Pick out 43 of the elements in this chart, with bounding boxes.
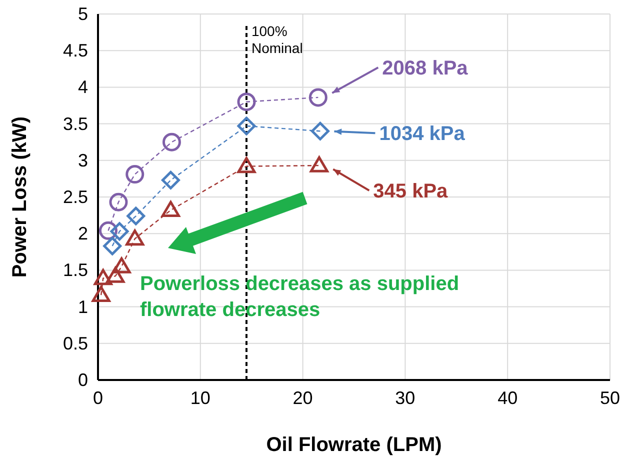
y-tick-label: 2 bbox=[78, 224, 88, 244]
legend-label: 2068 kPa bbox=[382, 57, 469, 80]
point bbox=[109, 192, 128, 212]
point bbox=[94, 269, 112, 286]
point bbox=[162, 132, 181, 152]
legend-label: 345 kPa bbox=[373, 180, 449, 203]
y-tick-label: 1.5 bbox=[62, 260, 88, 280]
y-tick-label: 1 bbox=[78, 296, 88, 317]
point bbox=[112, 257, 131, 274]
y-tick-label: 0 bbox=[78, 370, 88, 390]
point bbox=[110, 222, 129, 241]
x-tick-label: 20 bbox=[292, 388, 313, 408]
x-tick-label: 40 bbox=[498, 388, 518, 408]
x-tick-label: 30 bbox=[395, 388, 416, 408]
ref-line-label: 100% Nominal bbox=[251, 23, 303, 56]
y-tick-label: 0.5 bbox=[62, 333, 88, 354]
y-tick-label: 4 bbox=[78, 77, 88, 98]
x-axis-title: Oil Flowrate (LPM) bbox=[266, 434, 442, 456]
point bbox=[308, 88, 328, 107]
point bbox=[126, 229, 144, 246]
y-tick-label: 5 bbox=[78, 4, 88, 24]
point bbox=[161, 200, 180, 218]
y-axis-title: Power Loss (kW) bbox=[9, 116, 31, 278]
point bbox=[237, 92, 256, 112]
y-tick-label: 2.5 bbox=[62, 187, 88, 207]
point bbox=[161, 170, 180, 190]
x-tick-label: 10 bbox=[190, 388, 210, 408]
point bbox=[126, 206, 146, 226]
point bbox=[310, 156, 328, 172]
point bbox=[310, 122, 330, 140]
y-tick-label: 3.5 bbox=[62, 114, 88, 134]
point bbox=[237, 116, 256, 136]
x-tick-label: 50 bbox=[600, 388, 620, 408]
y-tick-label: 4.5 bbox=[62, 40, 88, 61]
point bbox=[92, 286, 110, 302]
point bbox=[106, 266, 125, 283]
legend-label: 1034 kPa bbox=[379, 123, 466, 146]
point bbox=[237, 157, 256, 174]
point bbox=[126, 165, 144, 184]
y-tick-label: 3 bbox=[78, 150, 88, 170]
point bbox=[103, 236, 122, 256]
x-tick-label: 0 bbox=[92, 388, 104, 408]
annotation: Powerloss decreases as supplied flowrate decreases bbox=[140, 273, 460, 321]
